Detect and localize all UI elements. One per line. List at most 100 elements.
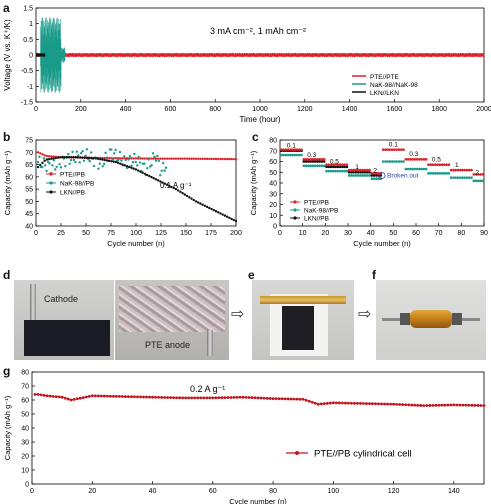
x-axis-label: Time (hour): [239, 115, 280, 124]
data-point: [48, 394, 52, 398]
data-point: [161, 157, 164, 160]
data-point: [75, 150, 79, 153]
data-point: [422, 404, 426, 407]
data-point: [313, 401, 317, 405]
data-point: [51, 394, 55, 398]
data-point: [345, 165, 349, 169]
data-point: [172, 396, 176, 400]
series-line-lkn-lkn: [35, 53, 46, 57]
data-point: [123, 164, 126, 167]
data-point: [443, 403, 447, 407]
legend-marker: [293, 208, 297, 212]
data-point: [184, 396, 188, 400]
data-point: [286, 153, 290, 157]
data-point: [97, 167, 100, 170]
data-point: [212, 208, 215, 212]
legend-label: NaK-98//NaK-98: [370, 82, 418, 89]
y-tick-label: 80: [21, 370, 29, 377]
y-tick-label: 70: [21, 384, 29, 391]
data-point: [422, 167, 426, 171]
data-point: [154, 159, 158, 162]
chart-b-cycling: 0 25 50 75 100 125 150 175 200 40 45 50 55 60 65 70 75 Cy…: [3, 138, 242, 249]
data-point: [329, 165, 333, 169]
data-point: [148, 174, 151, 178]
data-point: [428, 404, 432, 407]
data-point: [301, 397, 305, 401]
data-point: [192, 198, 195, 202]
data-point: [134, 157, 138, 160]
anode-foil: [119, 286, 225, 332]
data-point: [78, 161, 81, 164]
data-point: [157, 159, 161, 163]
data-point: [54, 168, 57, 171]
data-point: [458, 403, 462, 407]
data-point: [150, 157, 153, 160]
data-point: [77, 154, 80, 157]
data-point: [136, 395, 139, 399]
data-point: [356, 168, 360, 172]
data-point: [368, 170, 371, 174]
data-point: [320, 160, 324, 163]
data-point: [300, 153, 303, 157]
data-point: [431, 403, 435, 407]
data-point: [201, 157, 204, 161]
y-tick-label: 80: [269, 138, 277, 145]
annotation-current-density: 0.1 A g⁻¹: [160, 181, 192, 190]
data-point: [214, 396, 218, 400]
data-point: [422, 158, 426, 161]
data-point: [96, 157, 100, 161]
data-point: [322, 160, 326, 163]
data-point: [234, 157, 238, 161]
data-point: [193, 396, 197, 400]
data-point: [84, 154, 87, 157]
data-point: [404, 158, 408, 161]
data-point: [436, 163, 439, 167]
data-point: [347, 170, 351, 174]
data-point: [52, 158, 56, 162]
data-point: [111, 394, 115, 398]
data-point: [181, 192, 184, 195]
data-point: [101, 165, 104, 168]
data-point: [205, 157, 209, 161]
data-point: [470, 176, 473, 179]
data-point: [67, 156, 71, 159]
data-point: [154, 157, 158, 160]
data-point: [304, 158, 308, 161]
data-point: [372, 177, 376, 180]
data-point: [395, 402, 399, 406]
data-point: [415, 158, 419, 161]
data-point: [75, 397, 79, 401]
data-point: [318, 158, 321, 161]
data-point: [229, 396, 233, 399]
data-point: [43, 154, 46, 157]
data-point: [139, 170, 142, 173]
data-point: [103, 158, 106, 162]
data-point: [372, 174, 376, 177]
data-point: [345, 163, 349, 167]
legend-marker: [293, 216, 297, 220]
data-point: [386, 402, 389, 406]
data-point: [183, 193, 187, 196]
data-point: [202, 396, 206, 400]
data-point: [72, 398, 76, 401]
data-point: [136, 164, 139, 167]
data-point: [181, 157, 184, 160]
data-point: [54, 395, 58, 399]
data-point: [110, 160, 113, 163]
annotation-current-density: 3 mA cm⁻², 1 mAh cm⁻²: [210, 26, 306, 36]
rate-label: 1: [455, 162, 459, 169]
data-point: [82, 159, 86, 162]
data-point: [43, 159, 46, 163]
y-tick-label: 40: [25, 224, 33, 231]
rate-label: 0.1: [389, 141, 398, 148]
data-point: [371, 402, 374, 406]
data-point: [320, 164, 324, 168]
data-point: [461, 176, 464, 179]
y-tick-label: 45: [25, 211, 33, 218]
y-tick-label: 75: [25, 138, 33, 145]
data-point: [334, 165, 337, 169]
x-tick-label: 200: [230, 230, 242, 237]
panel-letter-d: d: [3, 268, 11, 282]
pouch-black-sheet: [282, 306, 314, 350]
data-point: [69, 398, 73, 402]
